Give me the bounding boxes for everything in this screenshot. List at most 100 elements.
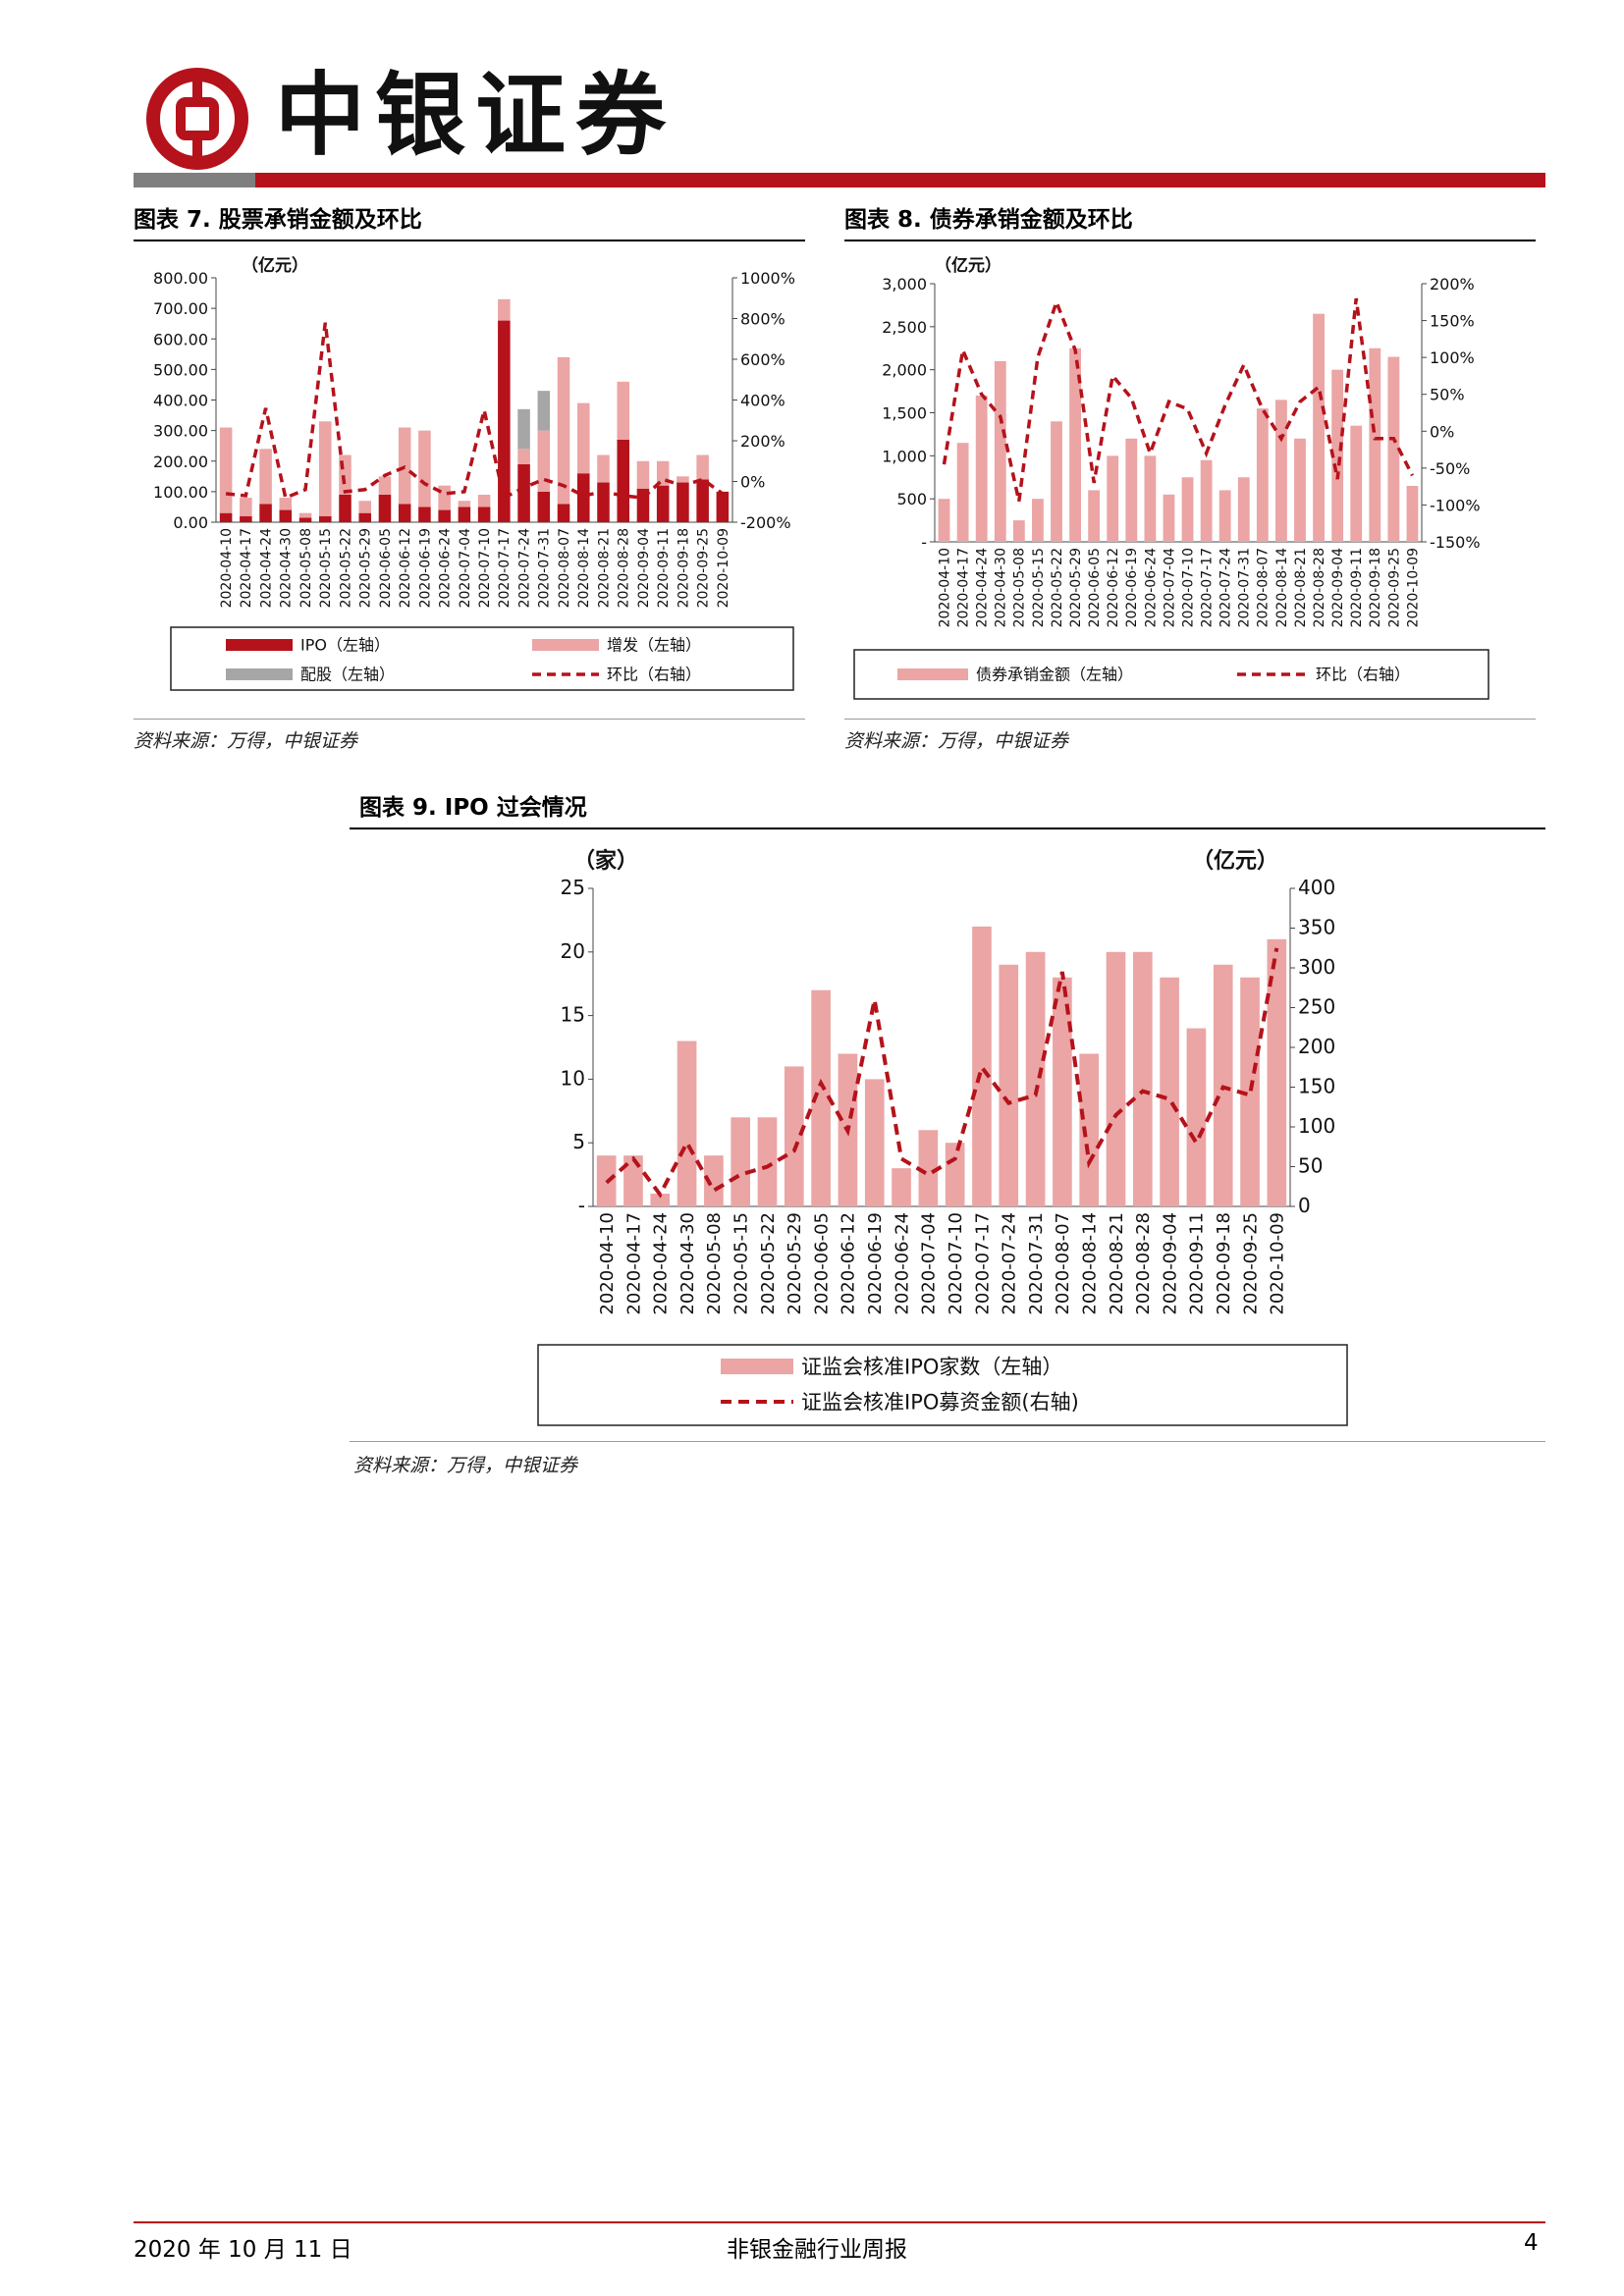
footer-date: 2020 年 10 月 11 日: [134, 2237, 352, 2263]
undefined-legend-label-3: 环比（右轴）: [607, 666, 701, 684]
undefined-category-label: 2020-09-18: [676, 528, 691, 608]
undefined-bar-s1-13: [477, 494, 491, 507]
undefined-category-label: 2020-09-04: [636, 528, 652, 608]
undefined-category-label: 2020-05-29: [785, 1212, 805, 1315]
undefined-category-label: 2020-07-24: [516, 528, 532, 608]
undefined-line-series-0: [942, 296, 1415, 503]
undefined-left-tick-label: 25: [561, 876, 585, 899]
undefined-left-tick-label: 100.00: [153, 483, 208, 502]
undefined-right-tick-label: 250: [1298, 995, 1335, 1019]
undefined-bar-s0-7: [784, 1066, 804, 1206]
undefined-category-label: 2020-07-17: [1200, 548, 1216, 627]
undefined-bar-s0-11: [1144, 455, 1157, 542]
undefined-left-tick-label: 800.00: [153, 269, 208, 288]
undefined-bar-s1-18: [576, 402, 590, 474]
undefined-left-tick-label: 15: [561, 1003, 585, 1027]
undefined-category-label: 2020-07-04: [1162, 548, 1177, 627]
undefined-left-tick-label: 400.00: [153, 392, 208, 410]
undefined-category-label: 2020-05-08: [298, 528, 314, 608]
undefined-legend-label-0: 债券承销金额（左轴）: [976, 666, 1133, 684]
undefined-right-tick-label: 100: [1298, 1114, 1335, 1138]
undefined-bar-s0-18: [1079, 1053, 1100, 1206]
undefined-bar-s0-8: [811, 989, 831, 1206]
fig9-source-rule: [350, 1441, 1545, 1442]
undefined-bar-s1-15: [517, 449, 530, 464]
undefined-category-label: 2020-07-04: [919, 1212, 940, 1315]
undefined-category-label: 2020-09-11: [1349, 548, 1365, 627]
undefined-right-tick-label: 0%: [1430, 422, 1454, 441]
undefined-left-tick-label: 500.00: [153, 360, 208, 379]
fig9-source: 资料来源：万得，中银证券: [353, 1455, 578, 1476]
fig7-title: 图表 7. 股票承销金额及环比: [134, 207, 422, 233]
undefined-legend-label-1: 证监会核准IPO募资金额(右轴): [801, 1390, 1079, 1414]
undefined-bar-s1-3: [279, 498, 293, 510]
undefined-left-tick-label: 500: [896, 490, 927, 508]
undefined-legend-box: [170, 626, 794, 691]
undefined-left-unit-label: （家）: [573, 848, 638, 874]
undefined-category-label: 2020-09-18: [1368, 548, 1383, 627]
undefined-bar-s0-21: [1160, 977, 1179, 1206]
fig8-title: 图表 8. 债券承销金额及环比: [844, 207, 1133, 233]
undefined-legend-label-2: 配股（左轴）: [300, 666, 395, 684]
fig8-source: 资料来源：万得，中银证券: [844, 730, 1069, 752]
fig9-title: 图表 9. IPO 过会情况: [359, 795, 587, 821]
undefined-category-label: 2020-08-14: [1274, 548, 1290, 627]
undefined-left-tick-label: -: [578, 1194, 585, 1217]
undefined-category-label: 2020-08-07: [1053, 1212, 1073, 1315]
undefined-legend-label-0: 证监会核准IPO家数（左轴）: [801, 1355, 1062, 1378]
undefined-category-label: 2020-08-21: [1293, 548, 1309, 627]
undefined-bar-s0-1: [623, 1155, 643, 1206]
undefined-bar-s1-23: [677, 476, 689, 483]
undefined-line-series-0: [605, 947, 1279, 1199]
undefined-category-label: 2020-06-19: [1124, 548, 1140, 627]
undefined-category-label: 2020-05-15: [731, 1212, 751, 1315]
undefined-legend-swatch-2: [226, 668, 293, 680]
undefined-bar-s1-11: [438, 485, 451, 510]
undefined-bar-s1-12: [458, 501, 471, 507]
undefined-category-label: 2020-04-24: [258, 528, 274, 608]
undefined-bar-s0-4: [704, 1155, 724, 1206]
undefined-bar-s1-20: [617, 381, 630, 440]
undefined-category-label: 2020-06-24: [1143, 548, 1159, 627]
undefined-legend-swatch-0: [721, 1359, 793, 1374]
undefined-category-label: 2020-05-22: [758, 1212, 779, 1315]
undefined-right-tick-label: 0: [1298, 1194, 1311, 1217]
undefined-category-label: 2020-04-10: [219, 528, 235, 608]
undefined-category-label: 2020-07-04: [458, 528, 473, 608]
undefined-bar-s1-8: [378, 476, 392, 495]
undefined-legend-label-0: IPO（左轴）: [300, 636, 390, 655]
undefined-category-label: 2020-10-09: [1405, 548, 1421, 627]
undefined-bar-s1-7: [358, 501, 372, 513]
undefined-bar-s0-19: [1294, 438, 1306, 542]
undefined-bar-s0-20: [1132, 951, 1153, 1206]
undefined-bar-s1-5: [318, 421, 332, 516]
undefined-category-label: 2020-05-08: [1012, 548, 1028, 627]
undefined-right-tick-label: 400%: [740, 392, 785, 410]
brand-name: 中银证券: [275, 62, 677, 168]
undefined-bar-s0-19: [1106, 951, 1126, 1206]
undefined-category-label: 2020-07-17: [497, 528, 513, 608]
undefined-category-label: 2020-07-10: [946, 1212, 966, 1315]
undefined-bar-s0-24: [1387, 356, 1400, 542]
undefined-right-tick-label: -100%: [1430, 496, 1481, 514]
undefined-bar-s0-10: [1125, 438, 1138, 542]
undefined-bar-s0-5: [731, 1117, 751, 1206]
undefined-category-label: 2020-08-21: [596, 528, 612, 608]
undefined-category-label: 2020-06-12: [398, 528, 413, 608]
undefined-category-label: 2020-05-15: [1031, 548, 1047, 627]
undefined-bar-s0-14: [1200, 459, 1213, 542]
undefined-bar-s0-20: [1313, 313, 1325, 542]
undefined-category-label: 2020-09-18: [1214, 1212, 1234, 1315]
undefined-category-label: 2020-04-24: [651, 1212, 672, 1315]
undefined-bar-s0-23: [677, 482, 689, 522]
undefined-legend-box: [537, 1344, 1348, 1426]
undefined-category-label: 2020-08-14: [1079, 1212, 1100, 1315]
undefined-right-tick-label: 0%: [740, 473, 765, 492]
undefined-right-tick-label: 150%: [1430, 312, 1475, 331]
undefined-category-label: 2020-06-19: [417, 528, 433, 608]
undefined-category-label: 2020-09-04: [1330, 548, 1346, 627]
undefined-category-label: 2020-07-31: [537, 528, 553, 608]
undefined-legend-box: [853, 649, 1489, 700]
undefined-left-tick-label: 0.00: [173, 513, 208, 532]
undefined-legend-label-1: 增发（左轴）: [607, 636, 701, 655]
